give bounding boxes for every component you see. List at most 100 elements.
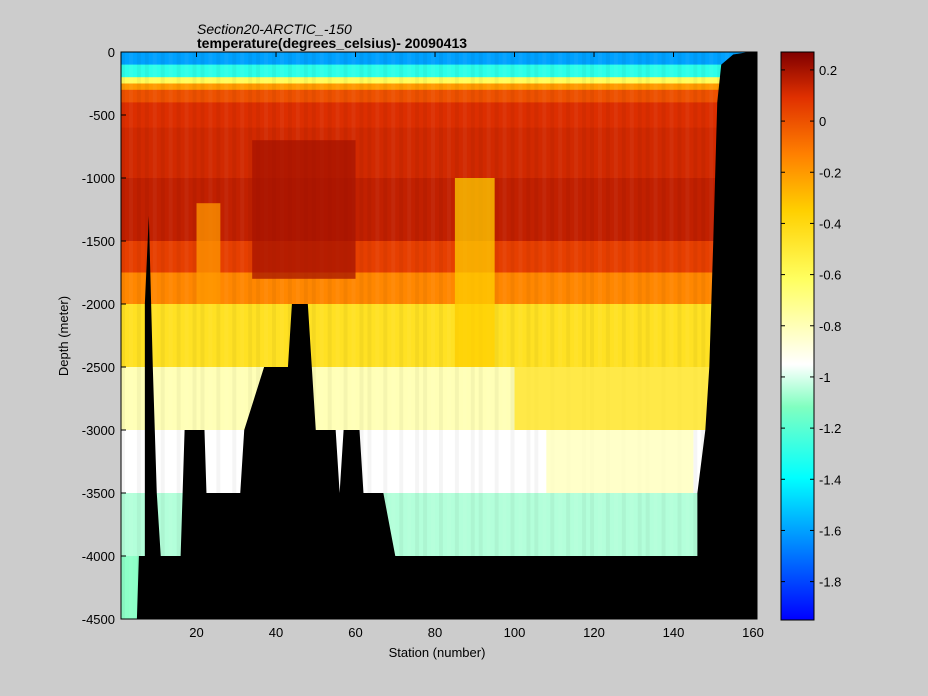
- station-stripe: [534, 52, 539, 619]
- station-stripe: [502, 52, 507, 619]
- station-stripe: [645, 52, 650, 619]
- colorbar-tick-label: -0.8: [819, 319, 841, 334]
- station-stripe: [669, 52, 674, 619]
- x-tick-label: 20: [189, 625, 203, 640]
- y-tick-label: -3000: [82, 423, 115, 438]
- y-axis: 0 -500 -1000 -1500 -2000 -2500 -3000 -3500 -4000…: [82, 45, 757, 627]
- y-tick-label: -4500: [82, 612, 115, 627]
- station-stripe: [510, 52, 515, 619]
- station-stripe: [558, 52, 563, 619]
- station-stripe: [176, 52, 181, 619]
- x-tick-label: 140: [663, 625, 685, 640]
- colorbar-tick-label: -0.4: [819, 216, 841, 231]
- station-stripe: [152, 52, 157, 619]
- station-stripe: [200, 52, 205, 619]
- station-stripe: [613, 52, 618, 619]
- colorbar-tick-label: -1.2: [819, 421, 841, 436]
- temperature-layer: [121, 127, 757, 179]
- station-stripe: [208, 52, 213, 619]
- station-stripe: [232, 52, 237, 619]
- colorbar: 0.2 0 -0.2 -0.4 -0.6 -0.8 -1 -1.2 -1.4 -1.6 -1.8: [780, 51, 841, 621]
- station-stripe: [383, 52, 388, 619]
- colorbar-gradient: [780, 51, 815, 621]
- station-stripe: [574, 52, 579, 619]
- plot-area: [121, 52, 757, 619]
- station-stripe: [399, 52, 404, 619]
- station-stripe: [446, 52, 451, 619]
- colorbar-ticks: 0.2 0 -0.2 -0.4 -0.6 -0.8 -1 -1.2 -1.4 -1.6 -1.8: [781, 63, 841, 590]
- station-stripe: [415, 52, 420, 619]
- station-stripe: [653, 52, 658, 619]
- station-stripe: [605, 52, 610, 619]
- station-stripe: [407, 52, 412, 619]
- x-tick-label: 40: [269, 625, 283, 640]
- station-stripe: [685, 52, 690, 619]
- temperature-layer: [121, 89, 757, 103]
- station-stripe: [439, 52, 443, 619]
- bathymetry-mask: [121, 52, 757, 619]
- y-tick-label: -2500: [82, 360, 115, 375]
- y-tick-label: -1000: [82, 171, 115, 186]
- station-stripe: [526, 52, 531, 619]
- station-stripe: [598, 52, 602, 619]
- temperature-feature: [454, 178, 495, 367]
- x-tick-label: 120: [583, 625, 605, 640]
- temperature-feature: [252, 140, 356, 279]
- temperature-layer: [121, 304, 757, 368]
- station-stripe: [335, 52, 340, 619]
- station-stripe: [582, 52, 587, 619]
- temperature-layer: [121, 178, 757, 242]
- station-stripe: [359, 52, 364, 619]
- station-stripe: [629, 52, 634, 619]
- temperature-layer: [121, 52, 757, 66]
- colorbar-tick-label: -1.6: [819, 523, 841, 538]
- station-stripe: [319, 52, 324, 619]
- y-tick-label: -1500: [82, 234, 115, 249]
- station-stripe: [248, 52, 253, 619]
- x-axis: 20 40 60 80 100 120 140 160: [189, 52, 764, 640]
- station-stripe: [637, 52, 642, 619]
- chart-title: Section20-ARCTIC_-150: [197, 21, 352, 37]
- station-stripe: [375, 52, 380, 619]
- temperature-layer: [121, 64, 757, 78]
- temperature-layer: [121, 77, 757, 84]
- station-stripe: [701, 52, 706, 619]
- colorbar-tick-label: -0.6: [819, 268, 841, 283]
- x-tick-label: 100: [504, 625, 526, 640]
- y-tick-label: 0: [108, 45, 115, 60]
- plot-frame: [120, 51, 758, 620]
- temperature-feature: [196, 203, 221, 304]
- station-stripe: [327, 52, 332, 619]
- colorbar-tick-label: 0.2: [819, 63, 837, 78]
- station-stripe: [192, 52, 197, 619]
- station-stripe: [693, 52, 698, 619]
- temperature-feature: [546, 430, 694, 493]
- station-stripe: [264, 52, 269, 619]
- station-stripe: [566, 52, 571, 619]
- x-tick-label: 160: [742, 625, 764, 640]
- y-axis-label: Depth (meter): [56, 296, 71, 376]
- station-stripe: [351, 52, 356, 619]
- temperature-layer: [121, 272, 757, 305]
- station-stripe: [128, 52, 133, 619]
- temperature-feature: [514, 367, 714, 430]
- x-axis-label: Station (number): [389, 645, 486, 660]
- temperature-layer: [121, 83, 757, 91]
- y-tick-label: -2000: [82, 297, 115, 312]
- temperature-layer: [121, 241, 757, 273]
- station-stripe: [423, 52, 428, 619]
- station-stripe: [136, 52, 141, 619]
- station-stripe: [256, 52, 261, 619]
- station-stripe: [431, 52, 436, 619]
- station-stripe: [224, 52, 229, 619]
- colorbar-tick-label: -1.8: [819, 575, 841, 590]
- colorbar-tick-label: -1.4: [819, 472, 841, 487]
- station-stripe: [121, 52, 125, 619]
- station-stripe: [272, 52, 277, 619]
- temperature-features: [196, 140, 714, 493]
- x-tick-label: 60: [348, 625, 362, 640]
- colorbar-tick-label: -0.2: [819, 165, 841, 180]
- station-stripe: [240, 52, 245, 619]
- station-stripe: [494, 52, 499, 619]
